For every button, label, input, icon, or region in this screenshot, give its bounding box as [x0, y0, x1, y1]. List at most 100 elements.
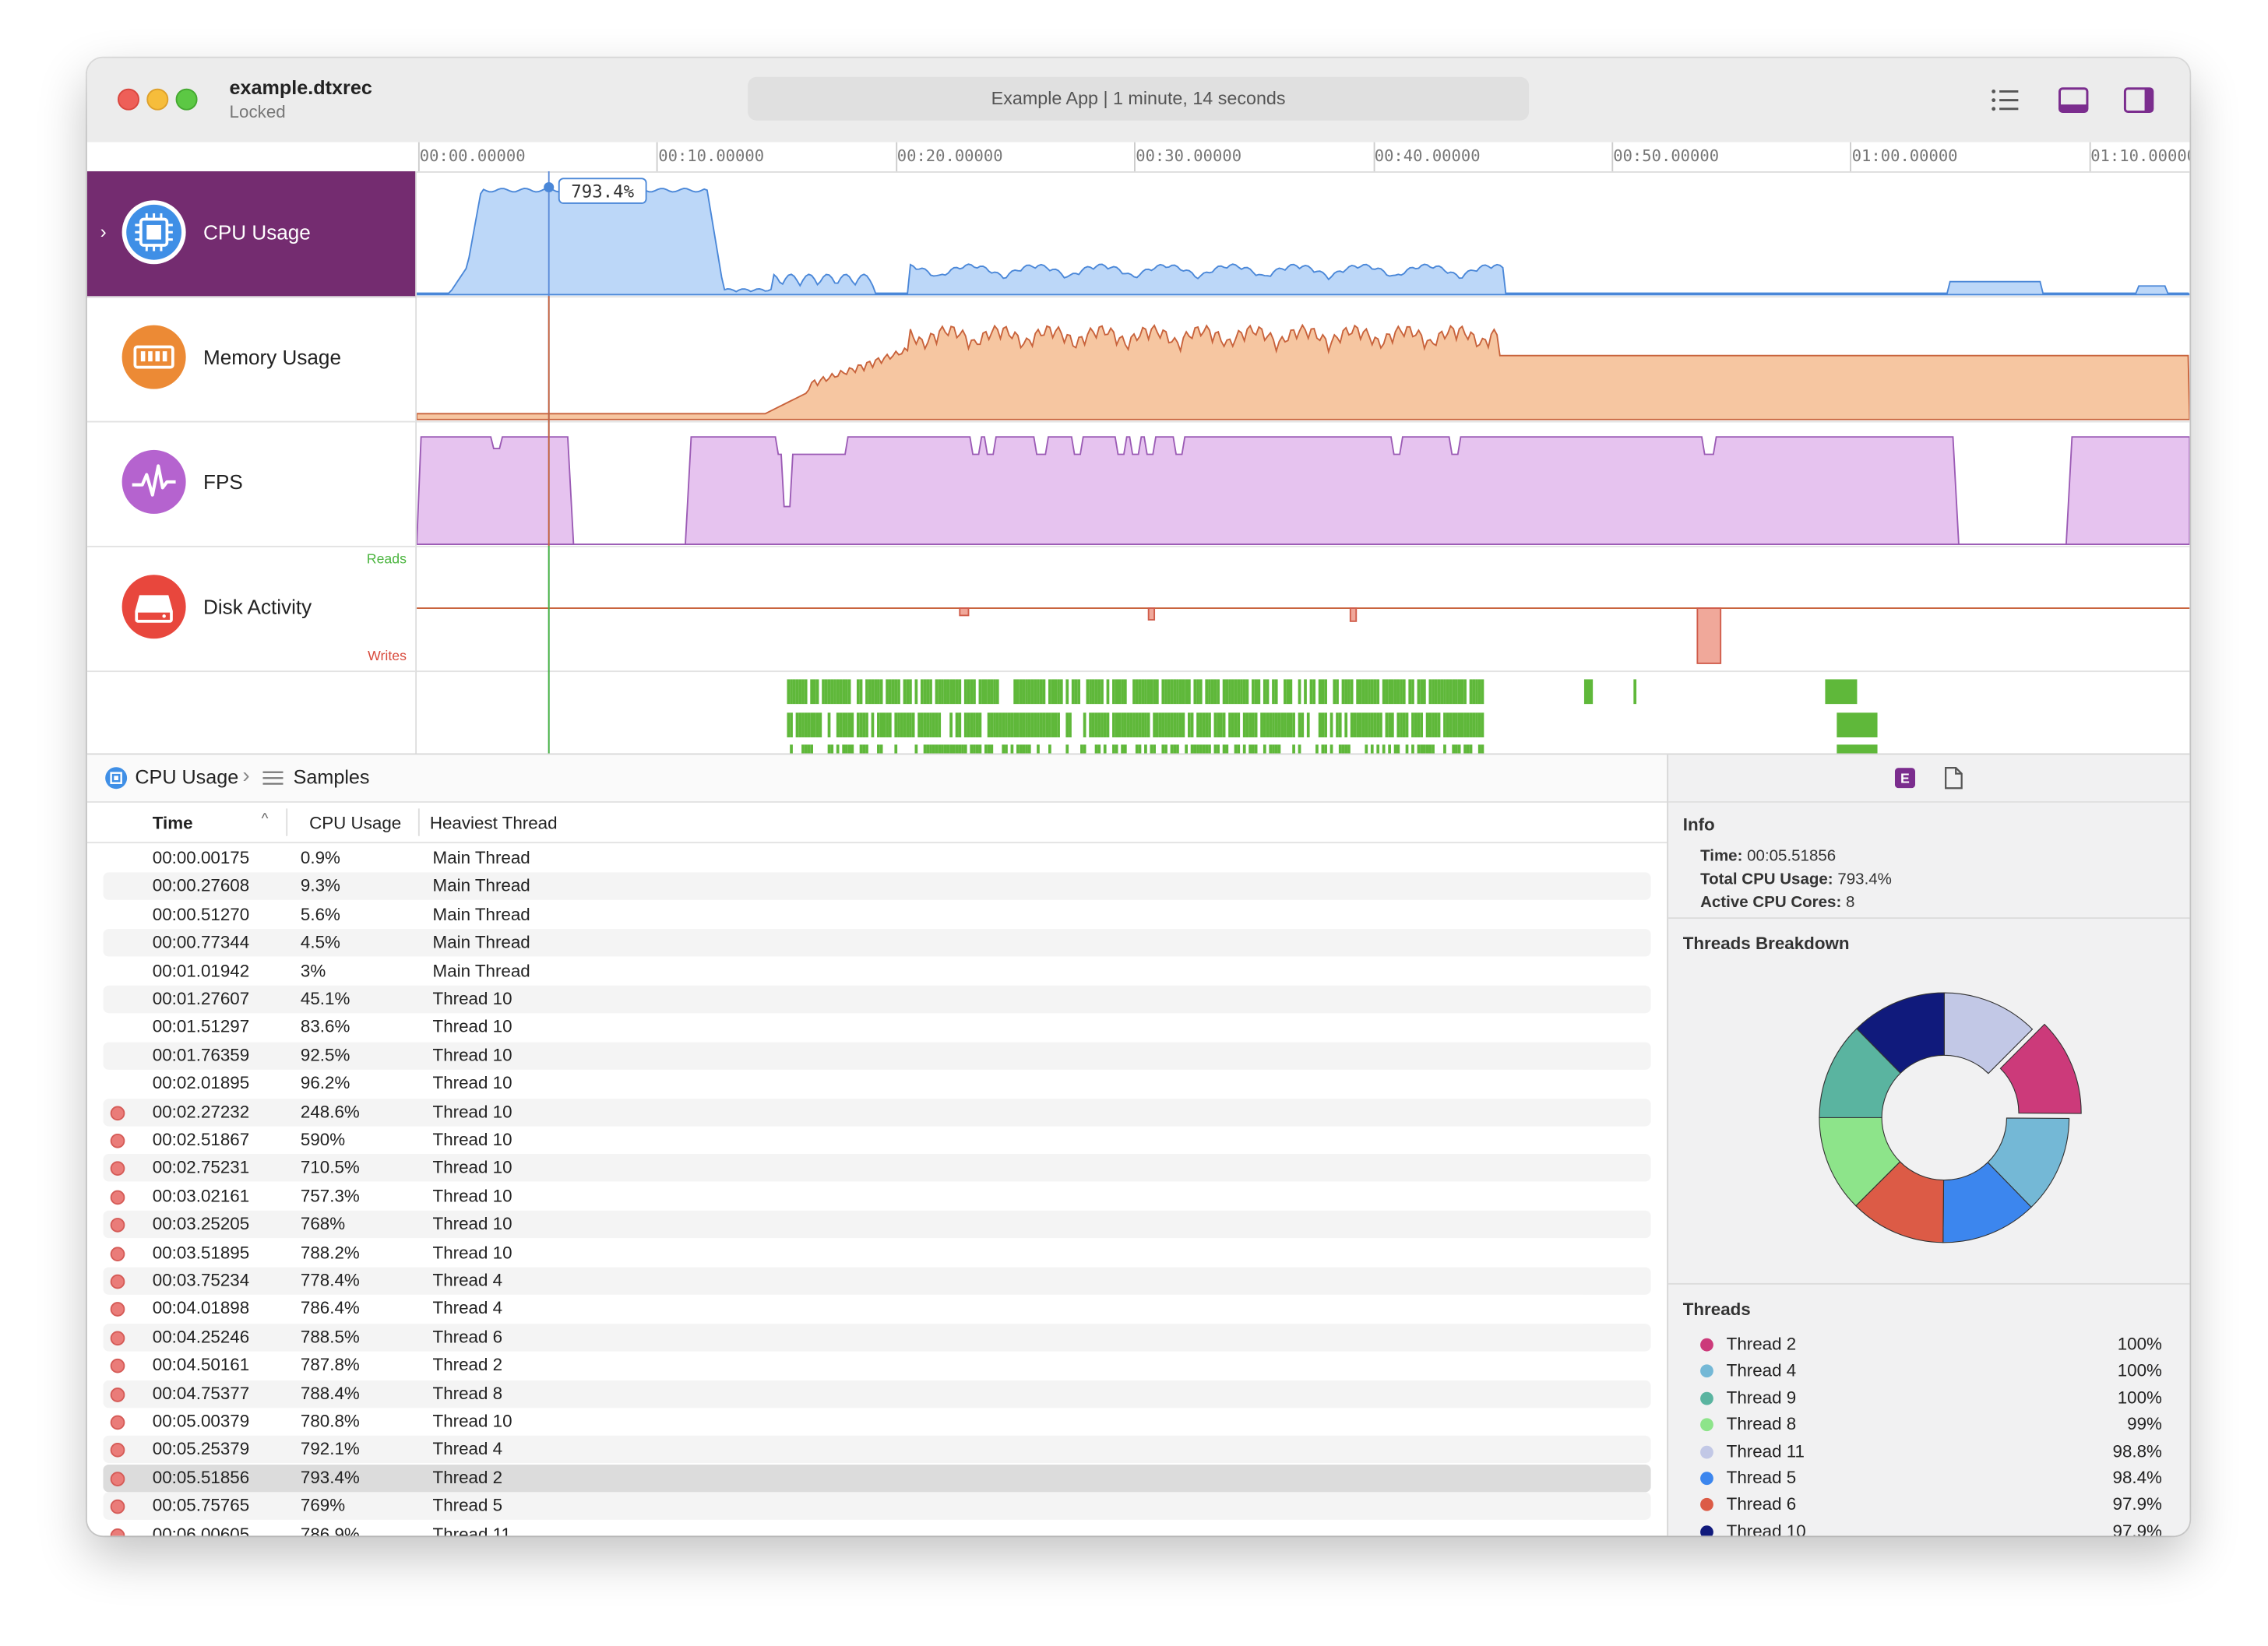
extended-info-icon[interactable]: E — [1894, 768, 1916, 789]
table-row[interactable]: 00:03.02161 757.3% Thread 10 — [103, 1183, 1650, 1210]
event-mark — [1390, 679, 1394, 705]
event-mark — [1237, 744, 1241, 754]
donut-slice-thread-10[interactable] — [1856, 992, 1945, 1074]
table-row[interactable]: 00:04.50161 787.8% Thread 2 — [103, 1352, 1650, 1379]
cpu-usage-graph — [416, 188, 2190, 296]
table-row[interactable]: 00:03.25205 768% Thread 10 — [103, 1211, 1651, 1239]
table-row[interactable]: 00:00.00175 0.9% Main Thread — [103, 845, 1650, 872]
event-mark — [1423, 679, 1426, 705]
event-mark — [955, 712, 959, 738]
event-mark — [1269, 744, 1273, 754]
table-row[interactable]: 00:02.01895 96.2% Thread 10 — [103, 1070, 1650, 1097]
event-mark — [1013, 679, 1017, 705]
thread-row[interactable]: Thread 4 100% — [1668, 1360, 2189, 1387]
thread-row[interactable]: Thread 6 97.9% — [1668, 1494, 2189, 1521]
event-mark — [1263, 679, 1266, 705]
event-mark — [1437, 712, 1441, 738]
thread-row[interactable]: Thread 5 98.4% — [1668, 1468, 2189, 1494]
table-row[interactable]: 00:06.00605 786.9% Thread 11 — [103, 1521, 1650, 1536]
timeline-graphs[interactable]: 793.4% — [416, 171, 2190, 754]
event-mark — [1074, 679, 1078, 705]
table-row[interactable]: 00:02.75231 710.5% Thread 10 — [103, 1154, 1651, 1183]
thread-percent: 99% — [2127, 1414, 2162, 1435]
event-mark — [1022, 679, 1026, 705]
document-icon[interactable] — [1944, 766, 1963, 790]
thread-row[interactable]: Thread 9 100% — [1668, 1387, 2189, 1414]
event-mark — [1097, 744, 1101, 754]
table-row[interactable]: 00:00.27608 9.3% Main Thread — [103, 873, 1651, 901]
event-mark — [1007, 712, 1011, 738]
event-mark — [859, 744, 863, 754]
column-header-heaviest-thread[interactable]: Heaviest Thread — [429, 812, 558, 834]
table-row[interactable]: 00:03.75234 778.4% Thread 4 — [103, 1267, 1651, 1295]
breadcrumb-samples[interactable]: Samples — [293, 766, 370, 789]
sort-ascending-icon[interactable]: ^ — [261, 811, 269, 828]
minimize-window-button[interactable] — [146, 88, 169, 111]
event-mark — [1034, 679, 1037, 705]
column-header-cpu-usage[interactable]: CPU Usage — [309, 812, 402, 834]
table-row[interactable]: 00:02.27232 248.6% Thread 10 — [103, 1098, 1651, 1126]
close-window-button[interactable] — [118, 88, 139, 111]
track-fps[interactable]: FPS — [86, 421, 416, 547]
event-mark — [1094, 679, 1098, 705]
track-events[interactable] — [87, 670, 415, 753]
zoom-window-button[interactable] — [175, 88, 198, 111]
threads-donut-chart[interactable] — [1799, 972, 2090, 1263]
table-row[interactable]: 00:04.75377 788.4% Thread 8 — [103, 1380, 1651, 1408]
event-mark — [1475, 679, 1478, 705]
table-row[interactable]: 00:03.51895 788.2% Thread 10 — [103, 1239, 1650, 1266]
event-mark — [1333, 679, 1336, 705]
sample-time: 00:01.01942 — [152, 960, 250, 981]
right-panel-icon[interactable] — [2122, 83, 2157, 118]
sample-heaviest-thread: Thread 10 — [432, 1241, 512, 1263]
event-mark — [1272, 679, 1275, 705]
table-row[interactable]: 00:05.00379 780.8% Thread 10 — [103, 1408, 1650, 1435]
thread-row[interactable]: Thread 8 99% — [1668, 1414, 2189, 1440]
table-row[interactable]: 00:01.76359 92.5% Thread 10 — [103, 1042, 1651, 1070]
table-row[interactable]: 00:00.77344 4.5% Main Thread — [103, 929, 1651, 957]
table-row[interactable]: 00:01.01942 3% Main Thread — [103, 958, 1650, 985]
track-cpu-usage[interactable]: › CPU Usage — [86, 171, 416, 298]
table-row[interactable]: 00:05.25379 792.1% Thread 4 — [103, 1436, 1651, 1464]
track-memory-usage[interactable]: Memory Usage — [86, 296, 416, 423]
event-mark — [1379, 712, 1382, 738]
event-mark — [1237, 679, 1241, 705]
table-row[interactable]: 00:00.51270 5.6% Main Thread — [103, 901, 1650, 928]
column-header-time[interactable]: Time — [152, 812, 193, 834]
event-mark — [1016, 679, 1020, 705]
event-mark — [1178, 712, 1182, 738]
donut-slice-thread-2[interactable] — [1999, 1023, 2082, 1114]
track-disk-activity[interactable]: Disk Activity Reads Writes — [86, 546, 416, 673]
table-row[interactable]: 00:05.51856 793.4% Thread 2 — [103, 1464, 1651, 1493]
event-mark — [1097, 679, 1101, 705]
playhead-handle[interactable] — [544, 181, 555, 193]
table-row[interactable]: 00:04.25246 788.5% Thread 6 — [103, 1323, 1651, 1352]
event-mark — [1365, 744, 1368, 754]
samples-table[interactable]: 00:00.00175 0.9% Main Thread 00:00.27608 9.3… — [103, 845, 1651, 1536]
event-mark — [804, 712, 808, 738]
breadcrumb-cpu-usage[interactable]: CPU Usage — [135, 766, 239, 789]
table-row[interactable]: 00:01.51297 83.6% Thread 10 — [103, 1014, 1650, 1041]
thread-row[interactable]: Thread 11 98.8% — [1668, 1440, 2189, 1467]
table-row[interactable]: 00:02.51867 590% Thread 10 — [103, 1127, 1650, 1154]
event-mark — [1048, 679, 1051, 705]
bottom-panel-icon[interactable] — [2056, 83, 2091, 118]
event-mark — [1121, 744, 1124, 754]
event-mark — [1385, 712, 1389, 738]
time-ruler[interactable]: 00:00.00000 00:10.00000 00:20.00000 00:30.0… — [86, 142, 2190, 173]
chevron-right-icon[interactable]: › — [100, 220, 107, 243]
thread-row[interactable]: Thread 2 100% — [1668, 1334, 2189, 1360]
timeline-graph-canvas[interactable]: 793.4% — [416, 171, 2190, 754]
list-icon[interactable] — [1988, 83, 2023, 118]
event-mark — [1336, 679, 1339, 705]
table-row[interactable]: 00:05.75765 769% Thread 5 — [103, 1492, 1651, 1521]
event-mark — [856, 712, 860, 738]
table-row[interactable]: 00:04.01898 786.4% Thread 4 — [103, 1296, 1650, 1323]
donut-slice-thread-11[interactable] — [1943, 992, 2034, 1074]
memory-usage-graph — [416, 323, 2190, 420]
sample-cpu-usage: 4.5% — [300, 932, 340, 953]
event-mark — [1094, 712, 1098, 738]
thread-row[interactable]: Thread 10 97.9% — [1668, 1521, 2189, 1536]
event-mark — [894, 679, 898, 705]
table-row[interactable]: 00:01.27607 45.1% Thread 10 — [103, 985, 1651, 1014]
